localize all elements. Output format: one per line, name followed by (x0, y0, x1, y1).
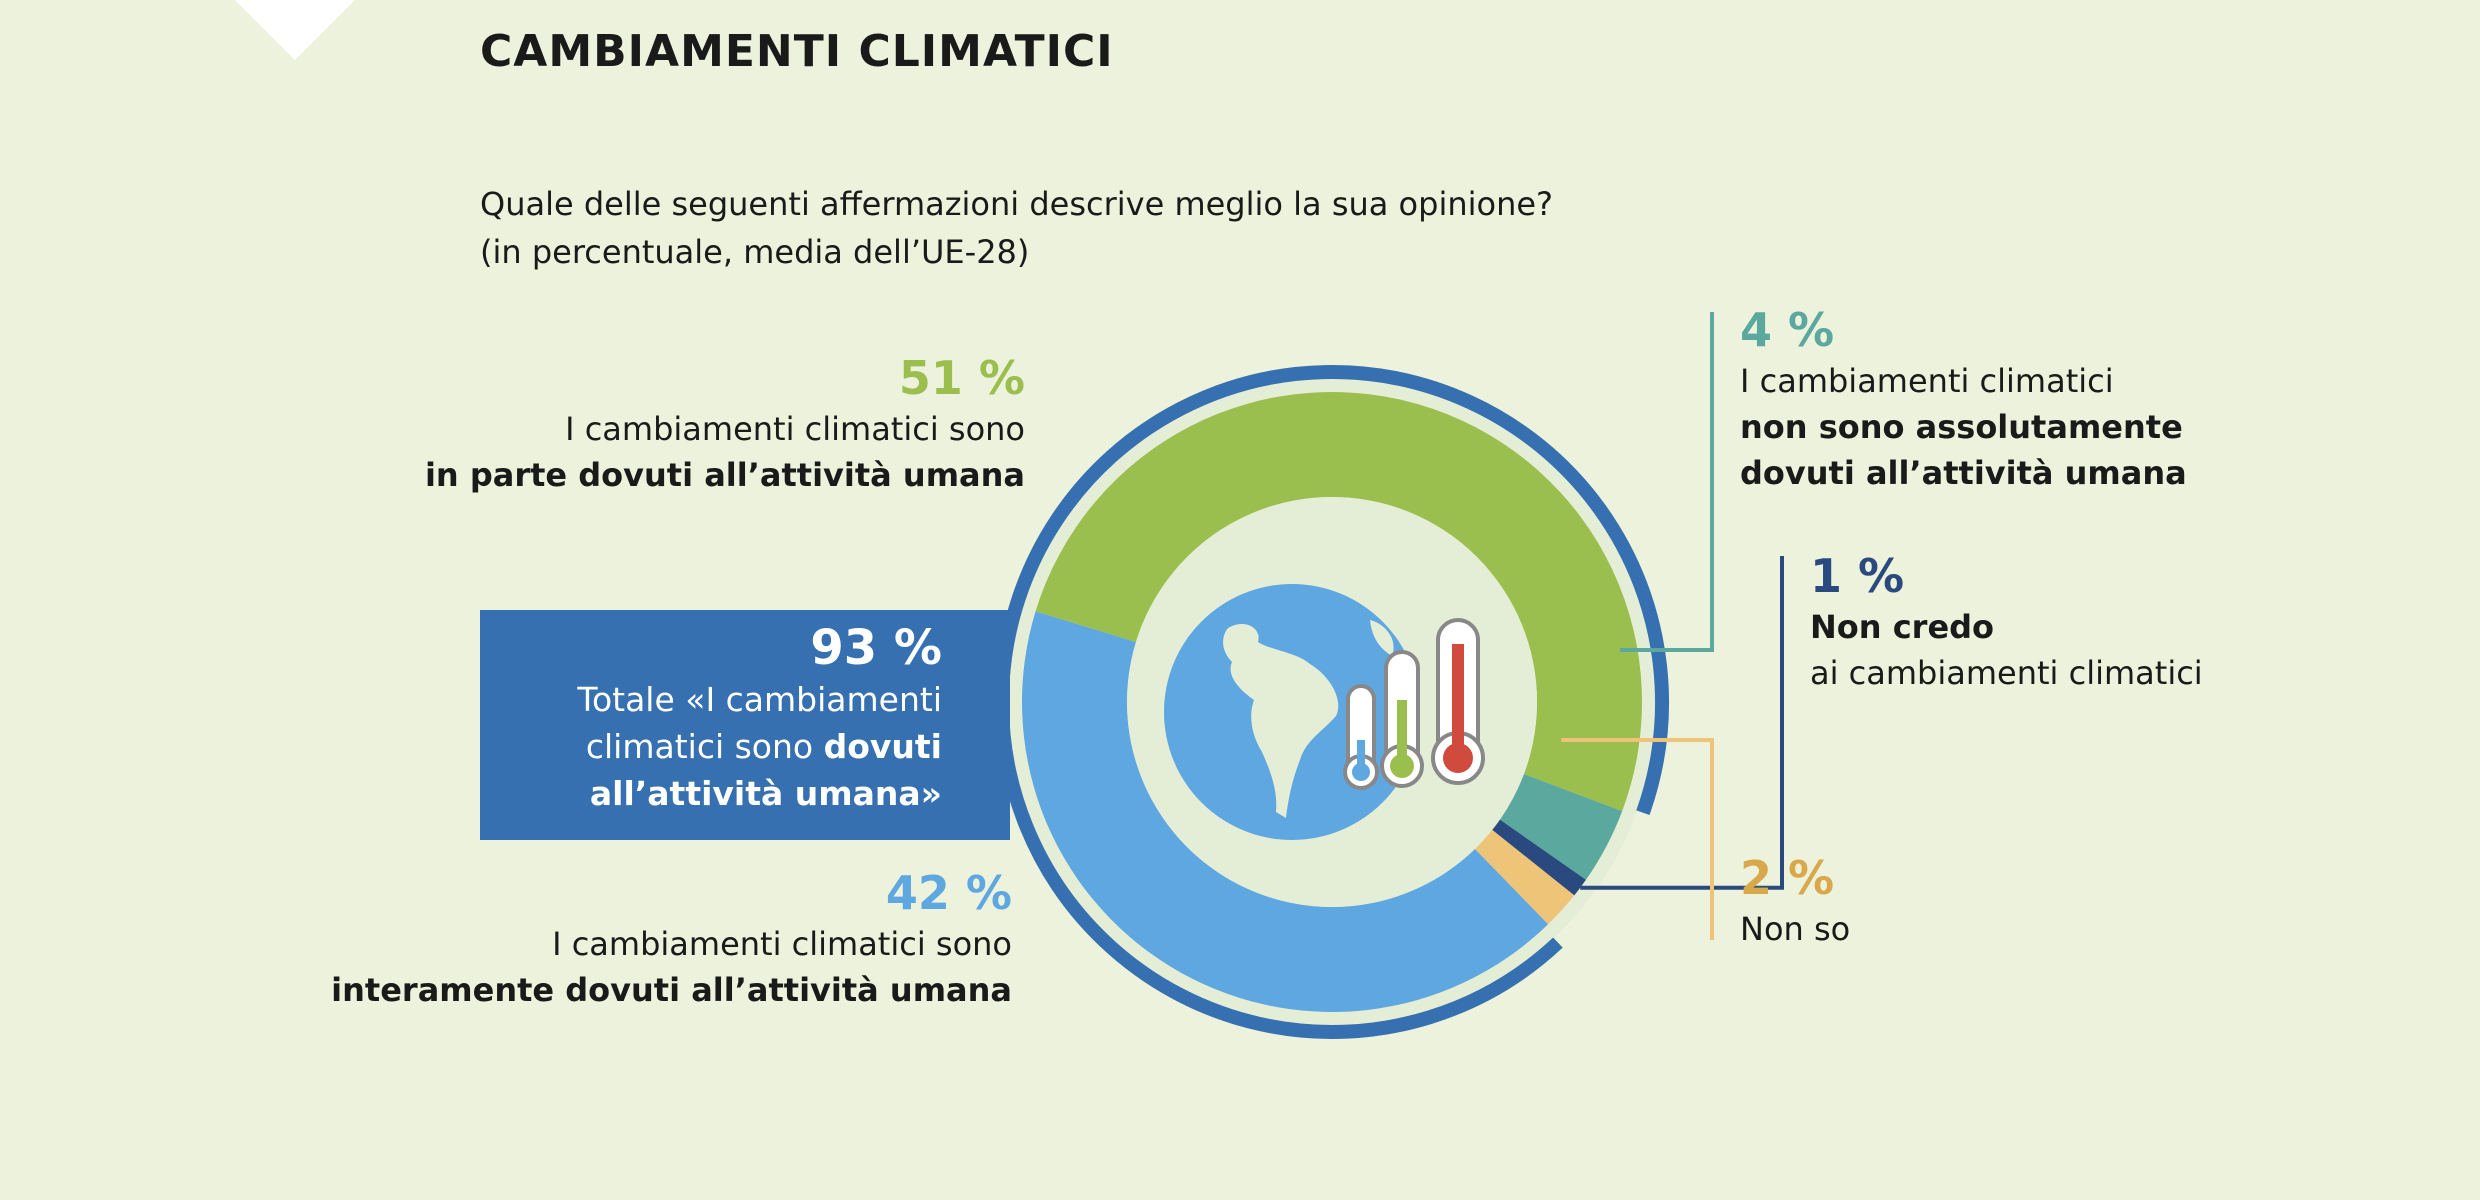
slice-partly (1035, 392, 1642, 812)
total-box-line2-plain: climatici sono (585, 727, 824, 766)
thermometer-icon-small (1343, 684, 1379, 790)
thermometer-icon-medium (1380, 650, 1424, 788)
globe-icon (1164, 584, 1420, 840)
slice-dont-believe (1492, 819, 1586, 896)
label-not-at-all-line1: I cambiamenti climatici (1740, 362, 2114, 400)
question-line-2: (in percentuale, media dell’UE-28) (480, 233, 1030, 271)
label-dont-believe: 1 % Non credo ai cambiamenti climatici (1810, 548, 2203, 696)
label-entirely-value: 42 % (885, 866, 1012, 920)
total-box-line3: all’attività umana» (589, 774, 942, 813)
label-entirely: 42 % I cambiamenti climatici sono intera… (331, 865, 1012, 1013)
label-partly-line1: I cambiamenti climatici sono (565, 410, 1025, 448)
slice-dont-know (1474, 829, 1575, 925)
label-dont-believe-line1: Non credo (1810, 608, 1995, 646)
label-dont-believe-line2: ai cambiamenti climatici (1810, 654, 2203, 692)
slice-layer (1021, 392, 1642, 1013)
leader-lines (1561, 312, 1784, 940)
label-not-at-all-value: 4 % (1740, 303, 1835, 357)
slice-entirely (1021, 611, 1549, 1013)
label-not-at-all-line3: dovuti all’attività umana (1740, 454, 2187, 492)
survey-question: Quale delle seguenti affermazioni descri… (480, 180, 1553, 276)
corner-notch (235, 0, 355, 60)
label-partly-line2: in parte dovuti all’attività umana (424, 456, 1025, 494)
slice-not-at-all (1499, 774, 1623, 880)
label-dont-know-line1: Non so (1740, 910, 1851, 948)
label-dont-know: 2 % Non so (1740, 850, 1850, 952)
label-dont-know-value: 2 % (1740, 851, 1835, 905)
label-not-at-all: 4 % I cambiamenti climatici non sono ass… (1740, 302, 2187, 496)
page-title: CAMBIAMENTI CLIMATICI (480, 26, 1114, 77)
leader-dont-believe (1580, 556, 1784, 890)
question-line-1: Quale delle seguenti affermazioni descri… (480, 185, 1554, 223)
label-dont-believe-value: 1 % (1810, 549, 1905, 603)
total-box-line2-bold: dovuti (823, 727, 942, 766)
total-box-line1: Totale «I cambiamenti (577, 680, 942, 719)
label-entirely-line2: interamente dovuti all’attività umana (331, 971, 1012, 1009)
leader-not-at-all (1620, 312, 1714, 652)
label-partly-value: 51 % (898, 351, 1025, 405)
label-not-at-all-line2: non sono assolutamente (1740, 408, 2183, 446)
label-entirely-line1: I cambiamenti climatici sono (552, 925, 1012, 963)
total-ring-arc (995, 365, 1669, 1039)
total-box-line2: climatici sono dovuti (480, 723, 942, 770)
total-box-value: 93 % (810, 620, 942, 676)
label-partly: 51 % I cambiamenti climatici sono in par… (425, 350, 1025, 498)
thermometer-icon-large (1431, 618, 1485, 785)
leader-dont-know (1561, 738, 1714, 940)
total-box: 93 % Totale «I cambiamenti climatici son… (480, 610, 1010, 840)
